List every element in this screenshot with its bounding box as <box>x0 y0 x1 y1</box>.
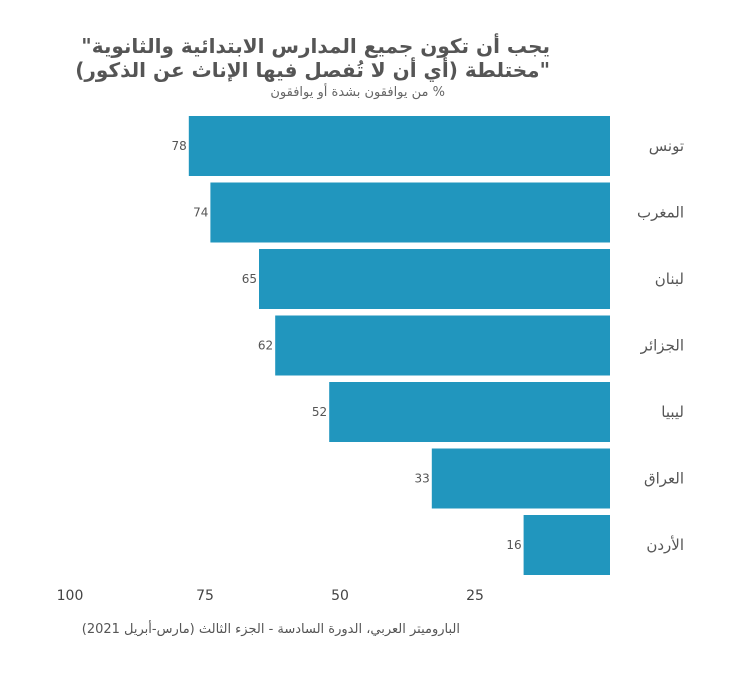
category-label: ليبيا <box>661 403 684 421</box>
category-label: الأردن <box>646 535 684 554</box>
category-label: المغرب <box>637 204 684 222</box>
chart-title-line-1: يجب أن تكون جميع المدارس الابتدائية والث… <box>81 34 550 58</box>
category-label: لبنان <box>655 270 684 288</box>
bar-value-label: 78 <box>172 139 187 153</box>
chart-subtitle: % من يوافقون بشدة أو يوافقون <box>270 85 445 100</box>
chart-title-line-2: "مختلطة (أي أن لا تُفصل فيها الإناث عن ا… <box>75 58 550 82</box>
bar-4 <box>275 315 610 376</box>
bar-value-label: 33 <box>415 472 430 486</box>
bar-value-label: 65 <box>242 272 257 286</box>
bar-2 <box>210 182 610 243</box>
bar-value-label: 52 <box>312 405 327 419</box>
bar-7 <box>523 515 610 575</box>
bar-1 <box>188 116 611 176</box>
category-label: تونس <box>649 137 684 155</box>
category-label: العراق <box>644 470 684 488</box>
x-tick-label: 50 <box>331 588 349 604</box>
bar-value-label: 16 <box>506 538 521 552</box>
bar-5 <box>329 382 610 442</box>
category-label: الجزائر <box>640 337 684 355</box>
source-note: الباروميتر العربي، الدورة السادسة - الجز… <box>81 622 460 637</box>
bar-value-label: 74 <box>193 206 208 220</box>
bar-6 <box>431 448 610 509</box>
x-tick-label: 25 <box>466 588 484 604</box>
bar-3 <box>259 249 610 309</box>
x-tick-label: 75 <box>196 588 214 604</box>
bar-value-label: 62 <box>258 339 273 353</box>
chart-title: يجب أن تكون جميع المدارس الابتدائية والث… <box>60 34 550 82</box>
x-tick-label: 100 <box>57 588 84 604</box>
